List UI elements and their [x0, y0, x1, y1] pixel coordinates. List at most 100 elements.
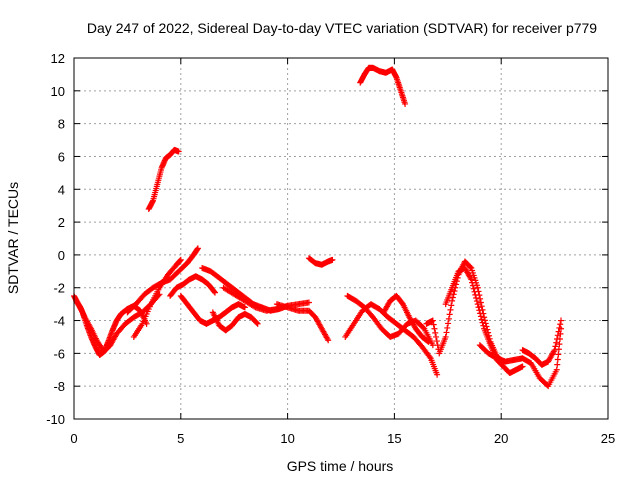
data-point	[445, 315, 452, 322]
data-point	[480, 322, 487, 329]
y-tick-label: 4	[58, 182, 65, 197]
y-tick-label: -2	[53, 281, 65, 296]
x-tick-label: 5	[177, 431, 184, 446]
data-point	[433, 333, 440, 340]
y-axis-label: SDTVAR / TECUs	[5, 182, 21, 294]
x-tick-label: 20	[494, 431, 508, 446]
data-point	[434, 371, 441, 378]
data-point	[329, 256, 336, 263]
data-point	[446, 311, 453, 318]
axis-ticks: 0 5 10 15 20 25 -10 -8 -6 -4 -2 0 2 4 6 8 10 12	[46, 51, 615, 446]
data-point	[253, 320, 260, 327]
data-point	[473, 294, 480, 301]
y-tick-label: 0	[58, 248, 65, 263]
data-point	[448, 302, 455, 309]
y-tick-label: 8	[58, 117, 65, 132]
data-point	[555, 351, 562, 358]
data-point	[447, 306, 454, 313]
data-point	[556, 341, 563, 348]
x-tick-label: 10	[280, 431, 294, 446]
data-point	[556, 324, 563, 331]
series-arc-top-small	[305, 255, 336, 268]
series-arc-early-2	[73, 291, 163, 355]
data-point	[425, 338, 432, 345]
data-point	[469, 279, 476, 286]
data-point	[477, 295, 484, 302]
series-arc-rise-2	[130, 256, 184, 340]
data-point	[477, 313, 484, 320]
data-point	[254, 320, 261, 327]
data-point	[558, 317, 565, 324]
data-point	[477, 299, 484, 306]
series-arc-mid-1	[167, 273, 218, 299]
y-tick-label: -10	[46, 412, 65, 427]
data-point	[442, 333, 449, 340]
grid-layer	[74, 58, 608, 419]
y-tick-label: -6	[53, 346, 65, 361]
data-point	[433, 338, 440, 345]
chart-title: Day 247 of 2022, Sidereal Day-to-day VTE…	[87, 20, 597, 36]
data-point	[420, 324, 427, 331]
data-point	[554, 361, 561, 368]
data-point	[554, 356, 561, 363]
data-point	[475, 304, 482, 311]
data-point	[175, 148, 182, 155]
data-point	[402, 100, 409, 107]
y-tick-label: -4	[53, 314, 65, 329]
x-tick-label: 25	[601, 431, 615, 446]
data-point	[305, 299, 312, 306]
data-point	[554, 332, 561, 339]
data-point	[557, 321, 564, 328]
y-tick-label: 10	[51, 84, 65, 99]
data-point	[211, 289, 218, 296]
data-point	[241, 304, 248, 311]
data-point	[468, 276, 475, 283]
data-point	[519, 363, 526, 370]
data-point	[478, 303, 485, 310]
data-point	[474, 301, 481, 308]
data-point	[477, 310, 484, 317]
data-point	[472, 291, 479, 298]
series-arc-mid-6	[273, 301, 332, 344]
data-point	[443, 329, 450, 336]
series-arc-high-2	[357, 64, 409, 107]
data-point	[553, 366, 560, 373]
y-tick-label: -8	[53, 379, 65, 394]
data-point	[474, 284, 481, 291]
data-point	[325, 337, 332, 344]
data-point	[251, 303, 258, 310]
series-arc-late-1	[342, 301, 441, 378]
data-point	[470, 285, 477, 292]
data-points	[71, 64, 565, 390]
data-point	[554, 336, 561, 343]
data-point	[469, 282, 476, 289]
plot-frame	[73, 57, 609, 420]
data-point	[479, 319, 486, 326]
x-tick-label: 15	[387, 431, 401, 446]
data-point	[555, 328, 562, 335]
series-arc-late-3	[380, 292, 432, 345]
data-point	[476, 307, 483, 314]
data-point	[424, 338, 431, 345]
data-point	[211, 288, 218, 295]
data-point	[431, 325, 438, 332]
series-arc-late-5	[442, 265, 526, 377]
data-point	[471, 288, 478, 295]
data-point	[444, 324, 451, 331]
data-point	[177, 256, 184, 263]
data-point	[555, 346, 562, 353]
data-point	[451, 288, 458, 295]
series-arc-late-6	[476, 325, 565, 390]
y-tick-label: 12	[51, 51, 65, 66]
data-point	[551, 347, 558, 354]
data-point	[445, 320, 452, 327]
data-point	[473, 298, 480, 305]
data-point	[449, 297, 456, 304]
data-point	[429, 317, 436, 324]
y-tick-label: 6	[58, 149, 65, 164]
data-point	[553, 339, 560, 346]
data-point	[552, 343, 559, 350]
data-point	[478, 316, 485, 323]
data-point	[194, 245, 201, 252]
